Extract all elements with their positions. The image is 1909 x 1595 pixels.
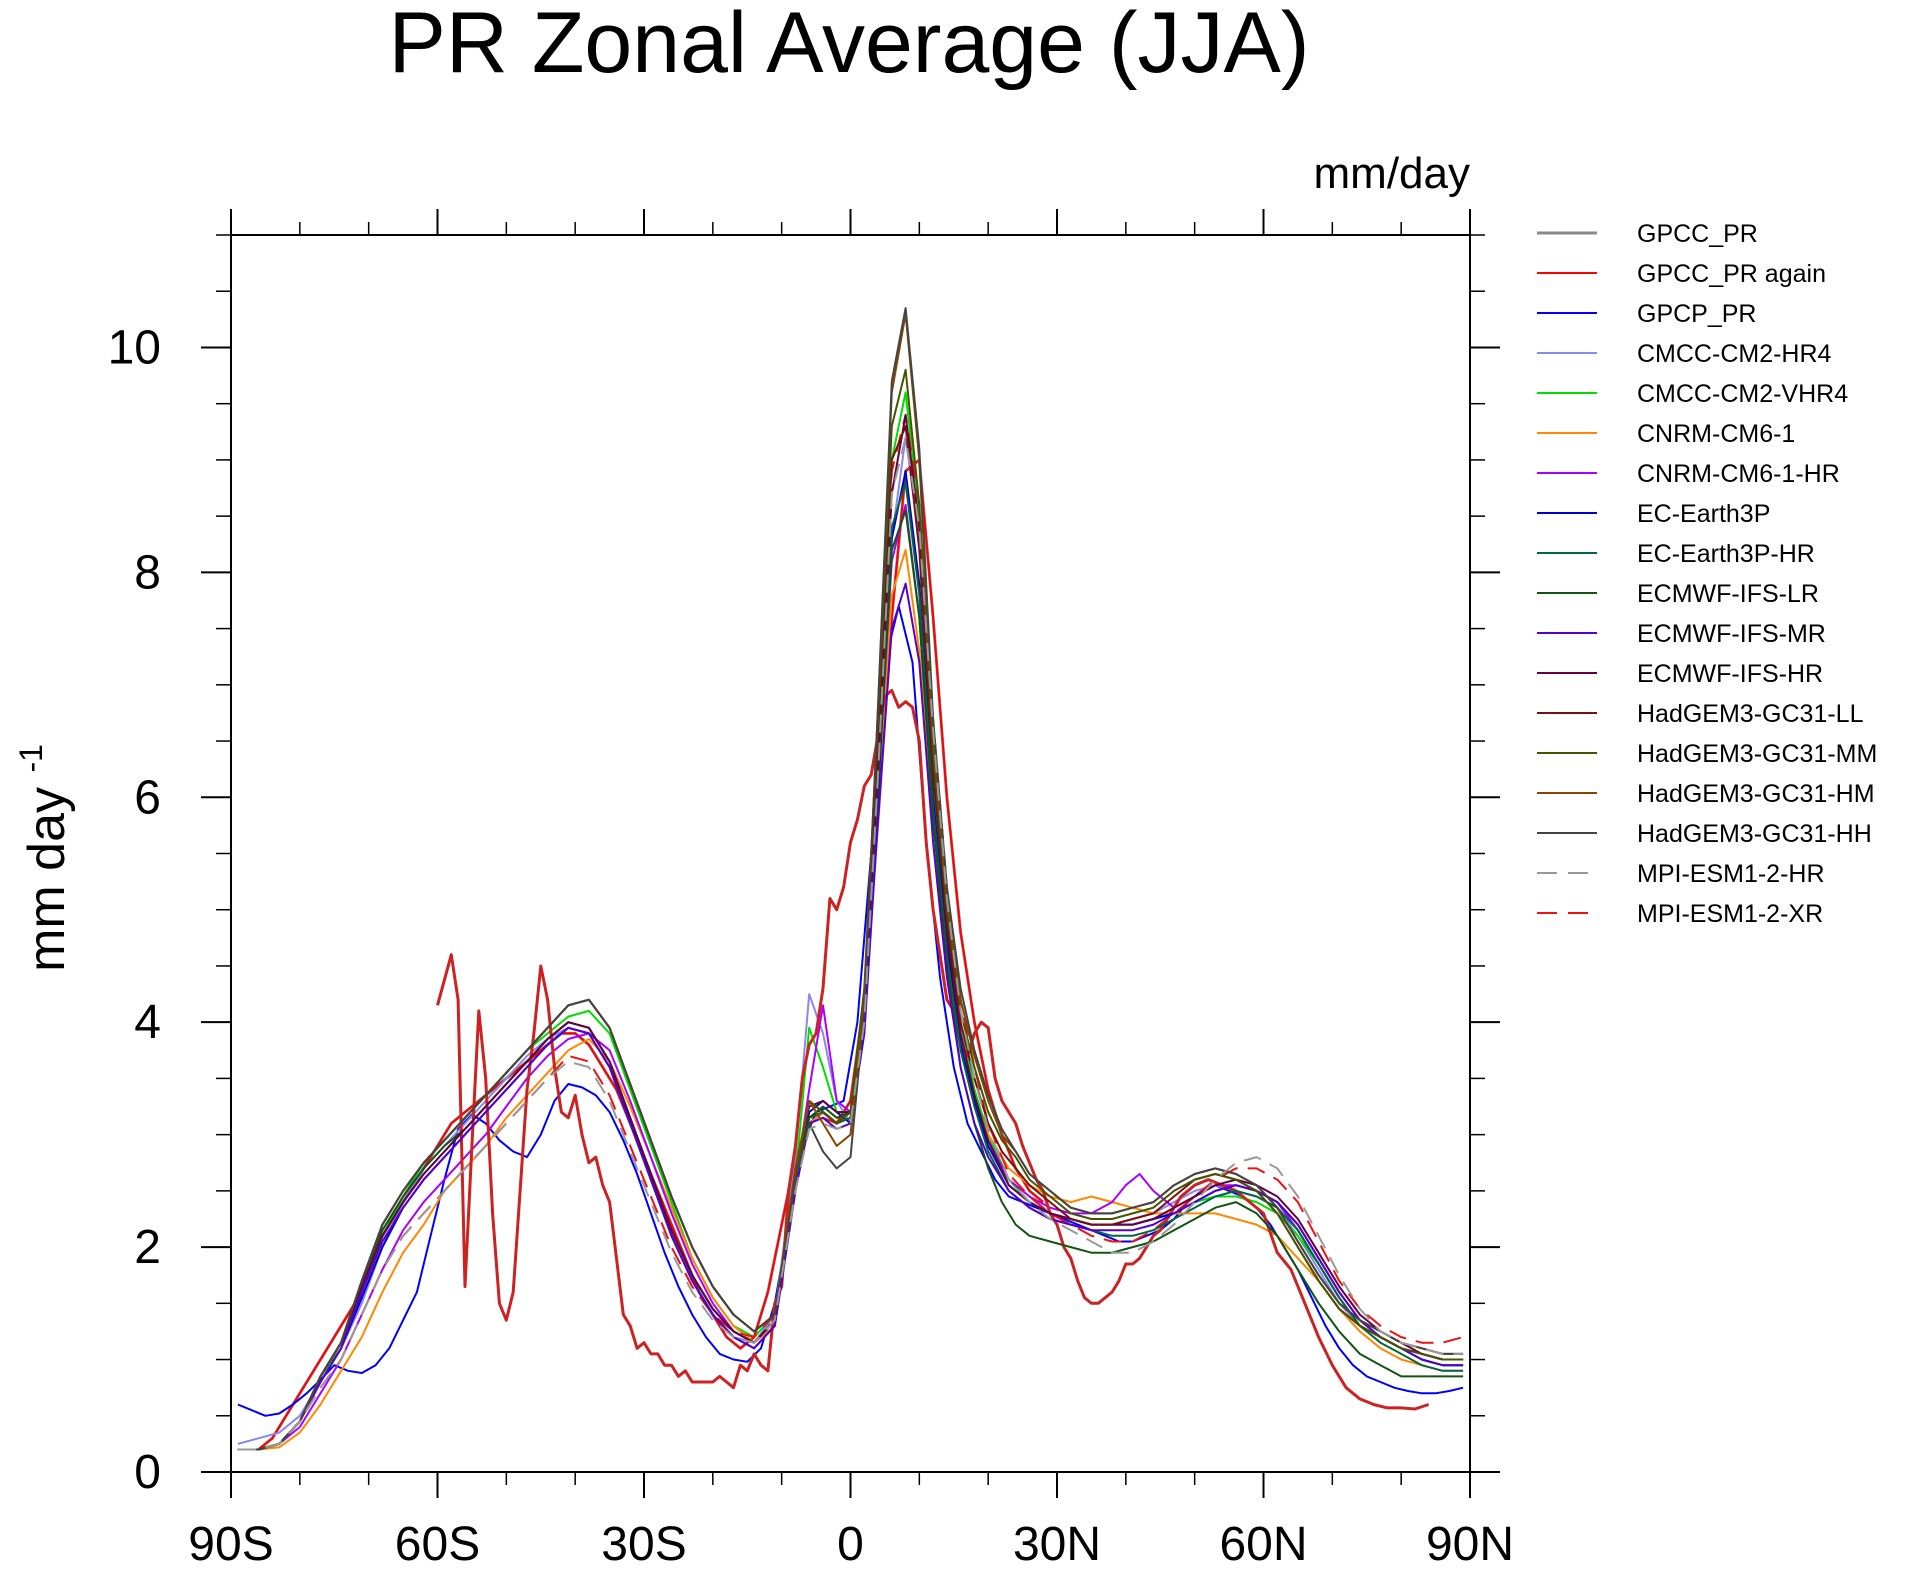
legend-label-gpcp-pr: GPCP_PR (1637, 300, 1756, 328)
y-axis-label-superscript: -1 (13, 744, 49, 772)
legend-label-ec-earth3p: EC-Earth3P (1637, 500, 1770, 528)
plot-frame (230, 234, 1471, 1473)
legend-label-hadgem3-gc31-mm: HadGEM3-GC31-MM (1637, 740, 1877, 768)
series-line-cnrm-cm6-1-hr (237, 503, 1464, 1451)
y-tick-label: 6 (134, 771, 161, 824)
y-tick-label: 10 (108, 321, 161, 374)
svg-text:mm day -1: mm day -1 (13, 744, 76, 972)
x-tick-label: 0 (837, 1518, 864, 1571)
y-tick-label: 8 (134, 546, 161, 599)
x-tick-label: 60N (1219, 1518, 1307, 1571)
x-tick-label: 30S (601, 1518, 686, 1571)
series-line-hadgem3-gc31-ll (237, 425, 1464, 1451)
legend-label-ecmwf-ifs-lr: ECMWF-IFS-LR (1637, 580, 1819, 608)
series-line-ecmwf-ifs-hr (237, 413, 1464, 1451)
legend-label-mpi-esm1-2-hr: MPI-ESM1-2-HR (1637, 860, 1825, 888)
legend-label-mpi-esm1-2-xr: MPI-ESM1-2-XR (1637, 900, 1823, 928)
x-tick-label: 90S (188, 1518, 273, 1571)
legend-label-ec-earth3p-hr: EC-Earth3P-HR (1637, 540, 1815, 568)
series-line-mpi-esm1-2-xr (237, 413, 1464, 1451)
series-line-gpcp-pr (237, 605, 1464, 1417)
legend-label-hadgem3-gc31-hm: HadGEM3-GC31-HM (1637, 780, 1875, 808)
y-tick-label: 2 (134, 1221, 161, 1274)
series-line-hadgem3-gc31-hm (237, 312, 1464, 1451)
legend-label-cnrm-cm6-1-hr: CNRM-CM6-1-HR (1637, 460, 1840, 488)
series-line-mpi-esm1-2-hr (237, 436, 1464, 1451)
y-axis-label: mm day -1 (13, 744, 76, 972)
y-tick-label: 4 (134, 996, 161, 1049)
legend: GPCC_PR GPCC_PR again GPCP_PR CMCC-CM2-HR4 C… (1537, 220, 1877, 928)
legend-label-hadgem3-gc31-ll: HadGEM3-GC31-LL (1637, 700, 1864, 728)
x-tick-label: 30N (1013, 1518, 1101, 1571)
legend-label-gpcc-pr: GPCC_PR (1637, 220, 1758, 248)
legend-label-hadgem3-gc31-hh: HadGEM3-GC31-HH (1637, 820, 1872, 848)
series-line-hadgem3-gc31-mm (237, 368, 1464, 1451)
legend-label-gpcc-pr-again: GPCC_PR again (1637, 260, 1826, 288)
chart-title: PR Zonal Average (JJA) (389, 0, 1310, 91)
series-line-ec-earth3p (237, 470, 1464, 1451)
x-tick-label: 90N (1426, 1518, 1514, 1571)
series-line-ecmwf-ifs-mr (237, 582, 1464, 1451)
legend-label-cmcc-cm2-vhr4: CMCC-CM2-VHR4 (1637, 380, 1848, 408)
y-tick-label: 0 (134, 1446, 161, 1499)
series-line-cmcc-cm2-vhr4 (237, 391, 1464, 1451)
legend-label-cmcc-cm2-hr4: CMCC-CM2-HR4 (1637, 340, 1832, 368)
y-axis-label-main: mm day (18, 787, 76, 972)
series-line-cmcc-cm2-hr4 (237, 436, 1464, 1445)
series-line-ec-earth3p-hr (237, 481, 1464, 1451)
series-layer (237, 307, 1464, 1451)
legend-label-ecmwf-ifs-mr: ECMWF-IFS-MR (1637, 620, 1826, 648)
units-label: mm/day (1314, 149, 1470, 198)
axis-ticks: 90S 60S 30S 0 30N 60N 90N 0 2 4 6 8 10 (108, 209, 1514, 1571)
series-line-ecmwf-ifs-lr (237, 509, 1464, 1451)
legend-label-ecmwf-ifs-hr: ECMWF-IFS-HR (1637, 660, 1823, 688)
legend-label-cnrm-cm6-1: CNRM-CM6-1 (1637, 420, 1795, 448)
series-line-hadgem3-gc31-hh (237, 307, 1464, 1451)
x-tick-label: 60S (395, 1518, 480, 1571)
series-line-cnrm-cm6-1 (237, 548, 1464, 1451)
